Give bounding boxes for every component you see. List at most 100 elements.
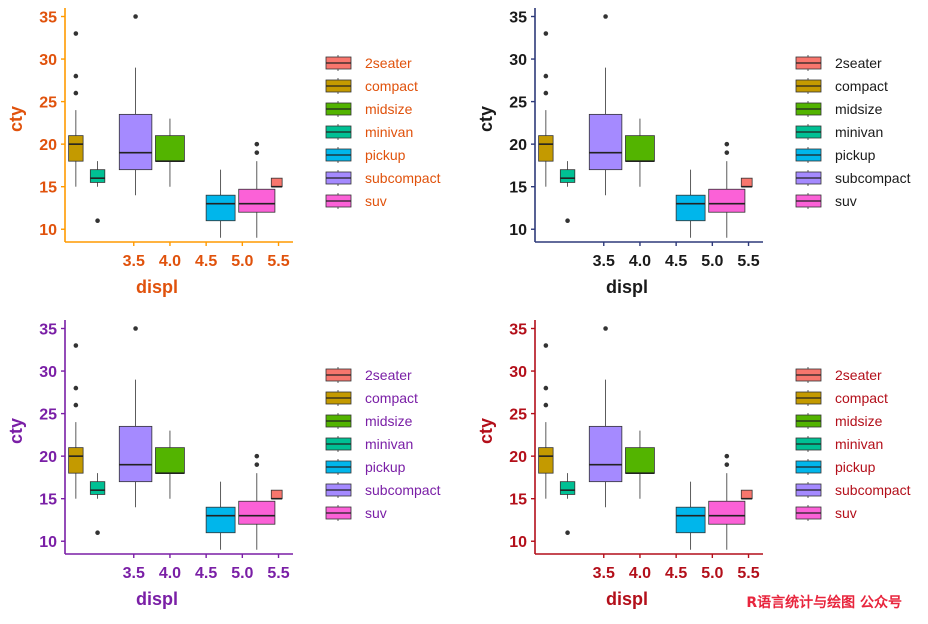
legend: 2seater compact midsize minivan pickup subcom… <box>325 367 441 521</box>
y-tick-label: 25 <box>509 407 527 424</box>
legend-label: subcompact <box>835 482 911 498</box>
outlier-point <box>133 14 138 19</box>
box-body <box>538 135 554 162</box>
x-tick-label: 5.5 <box>267 253 289 270</box>
x-tick-label: 3.5 <box>123 565 145 582</box>
outlier-point <box>73 402 79 408</box>
box-2seater <box>270 177 283 188</box>
x-tick-label: 5.0 <box>701 253 723 270</box>
outlier-point <box>254 453 260 459</box>
box-suv <box>708 453 746 550</box>
legend-item-2seater: 2seater <box>325 367 412 383</box>
y-tick-label: 20 <box>39 137 57 154</box>
legend-item-subcompact: subcompact <box>795 170 911 186</box>
box-body <box>238 188 276 213</box>
y-tick-label: 15 <box>509 492 527 509</box>
box-body <box>708 188 746 213</box>
box-compact <box>68 31 84 187</box>
legend-label: compact <box>365 78 418 94</box>
box-body <box>155 135 185 162</box>
x-tick-label: 5.0 <box>231 565 253 582</box>
legend-item-pickup: pickup <box>795 459 876 475</box>
legend-label: pickup <box>365 147 406 163</box>
legend-label: pickup <box>835 459 876 475</box>
legend-label: midsize <box>365 413 413 429</box>
box-body <box>68 135 84 162</box>
y-axis-title: cty <box>6 106 26 132</box>
outlier-point <box>543 31 549 36</box>
outlier-point <box>543 385 549 391</box>
x-axis-title: displ <box>136 589 178 609</box>
outlier-point <box>724 462 730 467</box>
y-axis-title: cty <box>476 418 496 444</box>
box-minivan <box>559 161 576 224</box>
legend-item-compact: compact <box>795 390 888 406</box>
y-tick-label: 30 <box>509 52 527 69</box>
legend-label: minivan <box>365 124 413 140</box>
x-axis-title: displ <box>606 277 648 297</box>
outlier-point <box>543 343 549 348</box>
legend-item-suv: suv <box>795 505 857 521</box>
box-compact <box>538 31 554 187</box>
legend-label: suv <box>835 505 857 521</box>
legend-label: minivan <box>835 124 883 140</box>
box-body <box>740 177 753 188</box>
box-midsize <box>625 118 655 187</box>
x-axis-title: displ <box>606 589 648 609</box>
legend-item-suv: suv <box>325 193 387 209</box>
outlier-point <box>724 453 730 459</box>
box-body <box>155 447 185 474</box>
box-suv <box>238 141 276 238</box>
x-tick-label: 4.5 <box>195 565 217 582</box>
box-2seater <box>270 489 283 500</box>
outlier-point <box>73 385 79 391</box>
box-subcompact <box>588 326 623 508</box>
box-body <box>89 481 106 495</box>
legend-label: minivan <box>835 436 883 452</box>
box-compact <box>68 343 84 499</box>
x-tick-label: 4.5 <box>665 565 687 582</box>
legend-label: 2seater <box>365 55 412 71</box>
legend-item-midsize: midsize <box>325 101 413 117</box>
legend-item-compact: compact <box>325 390 418 406</box>
box-body <box>559 169 576 183</box>
box-pickup <box>675 169 706 238</box>
legend-label: midsize <box>365 101 413 117</box>
x-tick-label: 3.5 <box>123 253 145 270</box>
legend: 2seater compact midsize minivan pickup subcom… <box>325 55 441 209</box>
box-body <box>538 447 554 474</box>
box-body <box>625 447 655 474</box>
y-tick-label: 30 <box>509 364 527 381</box>
box-body <box>205 506 236 534</box>
outlier-point <box>73 31 79 36</box>
y-tick-label: 10 <box>509 222 527 239</box>
y-tick-label: 10 <box>39 222 57 239</box>
legend-item-pickup: pickup <box>325 459 406 475</box>
legend-item-midsize: midsize <box>795 101 883 117</box>
outlier-point <box>603 14 608 19</box>
box-body <box>675 506 706 534</box>
outlier-point <box>565 530 570 536</box>
legend-item-compact: compact <box>795 78 888 94</box>
legend-label: pickup <box>835 147 876 163</box>
y-tick-label: 20 <box>509 449 527 466</box>
box-compact <box>538 343 554 499</box>
box-midsize <box>625 430 655 499</box>
outlier-point <box>73 73 79 79</box>
x-axis-title: displ <box>136 277 178 297</box>
outlier-point <box>724 141 730 147</box>
panel-bottom-right: 10 15 20 25 30 35 3.5 4.0 4.5 5.0 5.5 displ cty 2seat… <box>476 320 911 609</box>
y-tick-label: 10 <box>509 534 527 551</box>
box-body <box>740 489 753 500</box>
box-body <box>118 113 153 171</box>
y-axis-title: cty <box>6 418 26 444</box>
legend-label: minivan <box>365 436 413 452</box>
x-tick-label: 4.0 <box>159 565 181 582</box>
y-tick-label: 10 <box>39 534 57 551</box>
box-pickup <box>205 169 236 238</box>
legend: 2seater compact midsize minivan pickup subcom… <box>795 55 911 209</box>
outlier-point <box>603 326 608 331</box>
x-tick-label: 5.0 <box>231 253 253 270</box>
outlier-point <box>724 150 730 155</box>
